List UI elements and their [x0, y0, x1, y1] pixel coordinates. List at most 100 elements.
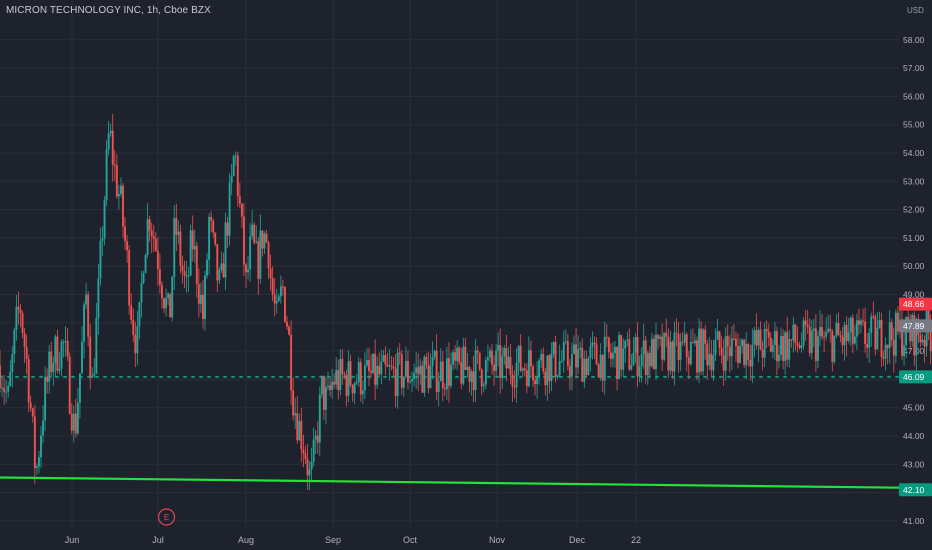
candle: [886, 344, 889, 365]
candle: [316, 421, 319, 454]
candle: [722, 339, 725, 386]
candle: [427, 351, 430, 394]
candle: [284, 286, 286, 324]
candle-body: [48, 351, 51, 382]
candle-body: [423, 356, 426, 393]
candle: [501, 346, 504, 390]
candle-body: [855, 320, 858, 337]
candle-body: [386, 364, 389, 367]
candle: [894, 309, 897, 364]
candle-body: [823, 336, 826, 338]
candle-body: [591, 342, 594, 347]
candle: [25, 334, 28, 375]
candle-body: [146, 219, 149, 255]
candle-body: [550, 353, 553, 382]
candle-body: [183, 271, 186, 276]
candle-body: [259, 230, 262, 279]
candle-body: [261, 230, 264, 249]
candle-body: [439, 361, 442, 382]
candle-body: [909, 326, 912, 342]
candle-body: [560, 360, 563, 362]
candle: [790, 339, 793, 348]
candle: [378, 352, 381, 378]
candle: [390, 355, 393, 371]
candle: [148, 215, 151, 242]
candle: [76, 387, 79, 436]
candle-body: [64, 340, 67, 342]
candle-body: [478, 352, 481, 370]
candle-body: [212, 220, 215, 233]
candle-body: [243, 216, 245, 265]
price-labels: 48.66 47.89 46.09 42.10: [899, 297, 932, 497]
candle: [648, 346, 651, 377]
candle-body: [468, 366, 471, 382]
candle: [751, 328, 754, 383]
candle-body: [320, 376, 323, 395]
candle-body: [732, 338, 735, 340]
candle: [833, 335, 836, 365]
candle: [177, 220, 180, 245]
candle-body: [835, 323, 838, 336]
candle: [482, 380, 485, 393]
candle-body: [923, 339, 926, 347]
candle-body: [681, 341, 684, 343]
candle-body: [413, 372, 416, 380]
candle: [370, 354, 372, 378]
price-label-box: [899, 319, 932, 333]
candle: [195, 241, 198, 298]
price-label-text: 47.89: [903, 321, 925, 331]
candle-body: [659, 336, 662, 339]
candle: [404, 346, 407, 379]
candle: [197, 268, 200, 318]
candle: [257, 237, 260, 295]
candle: [169, 293, 172, 318]
price-label-box: [899, 370, 932, 384]
candle-body: [735, 338, 737, 346]
earnings-marker[interactable]: E: [157, 508, 176, 526]
candle: [552, 341, 555, 359]
candle-body: [296, 413, 299, 441]
candle: [9, 360, 12, 387]
candle: [745, 331, 748, 380]
candle: [400, 350, 403, 396]
candle-body: [523, 368, 526, 371]
candle: [255, 225, 258, 244]
candle: [210, 211, 213, 233]
candle: [52, 356, 55, 386]
candle-body: [27, 359, 30, 403]
candle: [743, 338, 746, 369]
candle-body: [489, 350, 491, 358]
candle-body: [786, 332, 789, 360]
candle-body: [704, 329, 707, 344]
candle-body: [593, 342, 596, 344]
candle-body: [868, 332, 871, 348]
candle: [794, 323, 797, 351]
candle: [376, 356, 379, 389]
candle: [669, 330, 672, 375]
candle: [903, 329, 905, 366]
candle-body: [15, 306, 18, 330]
candle: [240, 202, 243, 229]
candle-body: [103, 200, 106, 239]
candle: [495, 343, 498, 378]
candle: [64, 325, 67, 357]
candle-body: [601, 354, 604, 381]
candle: [612, 342, 614, 368]
price-label: 46.09: [899, 370, 932, 384]
candle: [538, 357, 541, 385]
candle-body: [849, 317, 852, 333]
y-tick-label: 50.00: [903, 261, 925, 271]
price-label-box: [899, 483, 932, 497]
candle: [202, 280, 204, 329]
candle: [17, 291, 20, 325]
candle-body: [93, 373, 96, 376]
candle-body: [105, 149, 108, 201]
candle: [663, 332, 666, 362]
candle-body: [638, 366, 641, 377]
y-tick-label: 45.00: [903, 403, 925, 413]
candle-body: [89, 336, 92, 378]
candle: [325, 376, 327, 425]
candle-body: [716, 331, 719, 340]
